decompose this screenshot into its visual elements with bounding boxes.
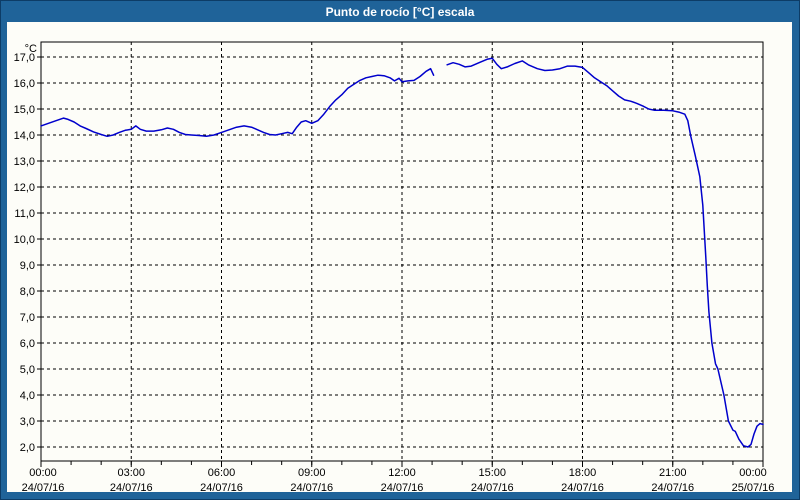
x-tick-time-label: 12:00 (388, 467, 416, 479)
chart-area (7, 22, 792, 492)
x-tick-date-label: 24/07/16 (22, 482, 65, 494)
y-tick-label: 2,0 (20, 442, 35, 454)
y-tick-label: 4,0 (20, 390, 35, 402)
x-tick-date-label: 24/07/16 (471, 482, 514, 494)
x-tick-time-label: 03:00 (117, 467, 145, 479)
y-tick-label: 3,0 (20, 416, 35, 428)
x-tick-date-label: 24/07/16 (290, 482, 333, 494)
y-tick-label: 11,0 (14, 208, 35, 220)
y-tick-label: 17,0 (14, 52, 35, 64)
x-tick-time-label: 21:00 (659, 467, 687, 479)
x-tick-date-label: 24/07/16 (381, 482, 424, 494)
y-axis-unit-label: °C (25, 43, 37, 55)
y-tick-label: 13,0 (14, 156, 35, 168)
y-tick-label: 7,0 (20, 312, 35, 324)
x-tick-date-label: 25/07/16 (732, 482, 775, 494)
window-title-bar: Punto de rocío [°C] escala (1, 1, 799, 22)
y-tick-label: 9,0 (20, 260, 35, 272)
y-tick-label: 16,0 (14, 78, 35, 90)
window-title: Punto de rocío [°C] escala (325, 4, 475, 19)
y-tick-label: 14,0 (14, 130, 35, 142)
plot-border (40, 41, 764, 462)
dew-point-series-line (40, 67, 435, 138)
y-tick-label: 12,0 (14, 182, 35, 194)
x-tick-time-label: 00:00 (739, 467, 767, 479)
y-tick-label: 6,0 (20, 338, 35, 350)
x-tick-date-label: 24/07/16 (561, 482, 604, 494)
dew-point-series-line (446, 57, 764, 448)
x-tick-time-label: 09:00 (298, 467, 326, 479)
y-tick-label: 5,0 (20, 364, 35, 376)
y-tick-label: 15,0 (14, 104, 35, 116)
x-tick-time-label: 00:00 (29, 467, 57, 479)
x-tick-date-label: 24/07/16 (200, 482, 243, 494)
x-tick-date-label: 24/07/16 (651, 482, 694, 494)
y-tick-label: 8,0 (20, 286, 35, 298)
x-tick-time-label: 06:00 (208, 467, 236, 479)
y-tick-label: 10,0 (14, 234, 35, 246)
x-tick-date-label: 24/07/16 (110, 482, 153, 494)
x-tick-time-label: 15:00 (478, 467, 506, 479)
x-tick-time-label: 18:00 (569, 467, 597, 479)
